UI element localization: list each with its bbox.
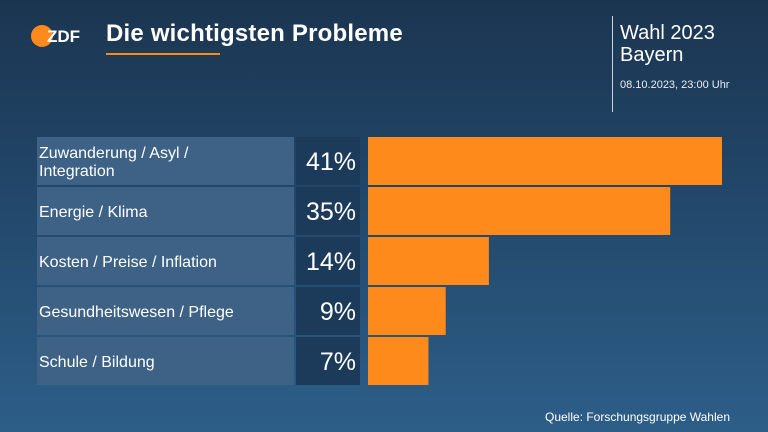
header-divider [612, 16, 613, 112]
title-underline [106, 53, 220, 55]
value-label: 7% [320, 348, 356, 376]
category-label: Kosten / Preise / Inflation [39, 254, 217, 271]
bar [368, 287, 446, 335]
election-info: Wahl 2023 Bayern [620, 22, 715, 66]
zdf-logo-text: ZDF [47, 27, 80, 46]
value-label-cell [296, 187, 360, 235]
category-label-cell [37, 287, 294, 335]
bar [368, 237, 489, 285]
bar [368, 187, 671, 235]
category-label: Energie / Klima [39, 204, 148, 221]
value-label: 9% [320, 298, 356, 326]
category-label: Schule / Bildung [39, 354, 155, 371]
value-label-cell [296, 237, 360, 285]
source-note: Quelle: Forschungsgruppe Wahlen [545, 410, 730, 424]
category-label: Zuwanderung / Asyl / [39, 145, 189, 162]
timestamp: 08.10.2023, 23:00 Uhr [620, 79, 730, 91]
category-label: Integration [39, 163, 115, 180]
election-region: Bayern [620, 44, 684, 66]
zdf-logo: ZDF [31, 25, 80, 47]
page-title: Die wichtigsten Probleme [106, 20, 403, 47]
election-name: Wahl 2023 [620, 22, 715, 44]
bar [368, 137, 722, 185]
category-label-cell [37, 337, 294, 385]
bar [368, 337, 429, 385]
value-label-cell [296, 337, 360, 385]
value-label-cell [296, 287, 360, 335]
category-label-cell [37, 187, 294, 235]
category-label: Gesundheitswesen / Pflege [39, 304, 234, 321]
category-label-cell [37, 237, 294, 285]
value-label: 14% [306, 248, 356, 276]
value-label: 41% [306, 148, 356, 176]
value-label-cell [296, 137, 360, 185]
value-label: 35% [306, 198, 356, 226]
category-label-cell [37, 137, 294, 185]
